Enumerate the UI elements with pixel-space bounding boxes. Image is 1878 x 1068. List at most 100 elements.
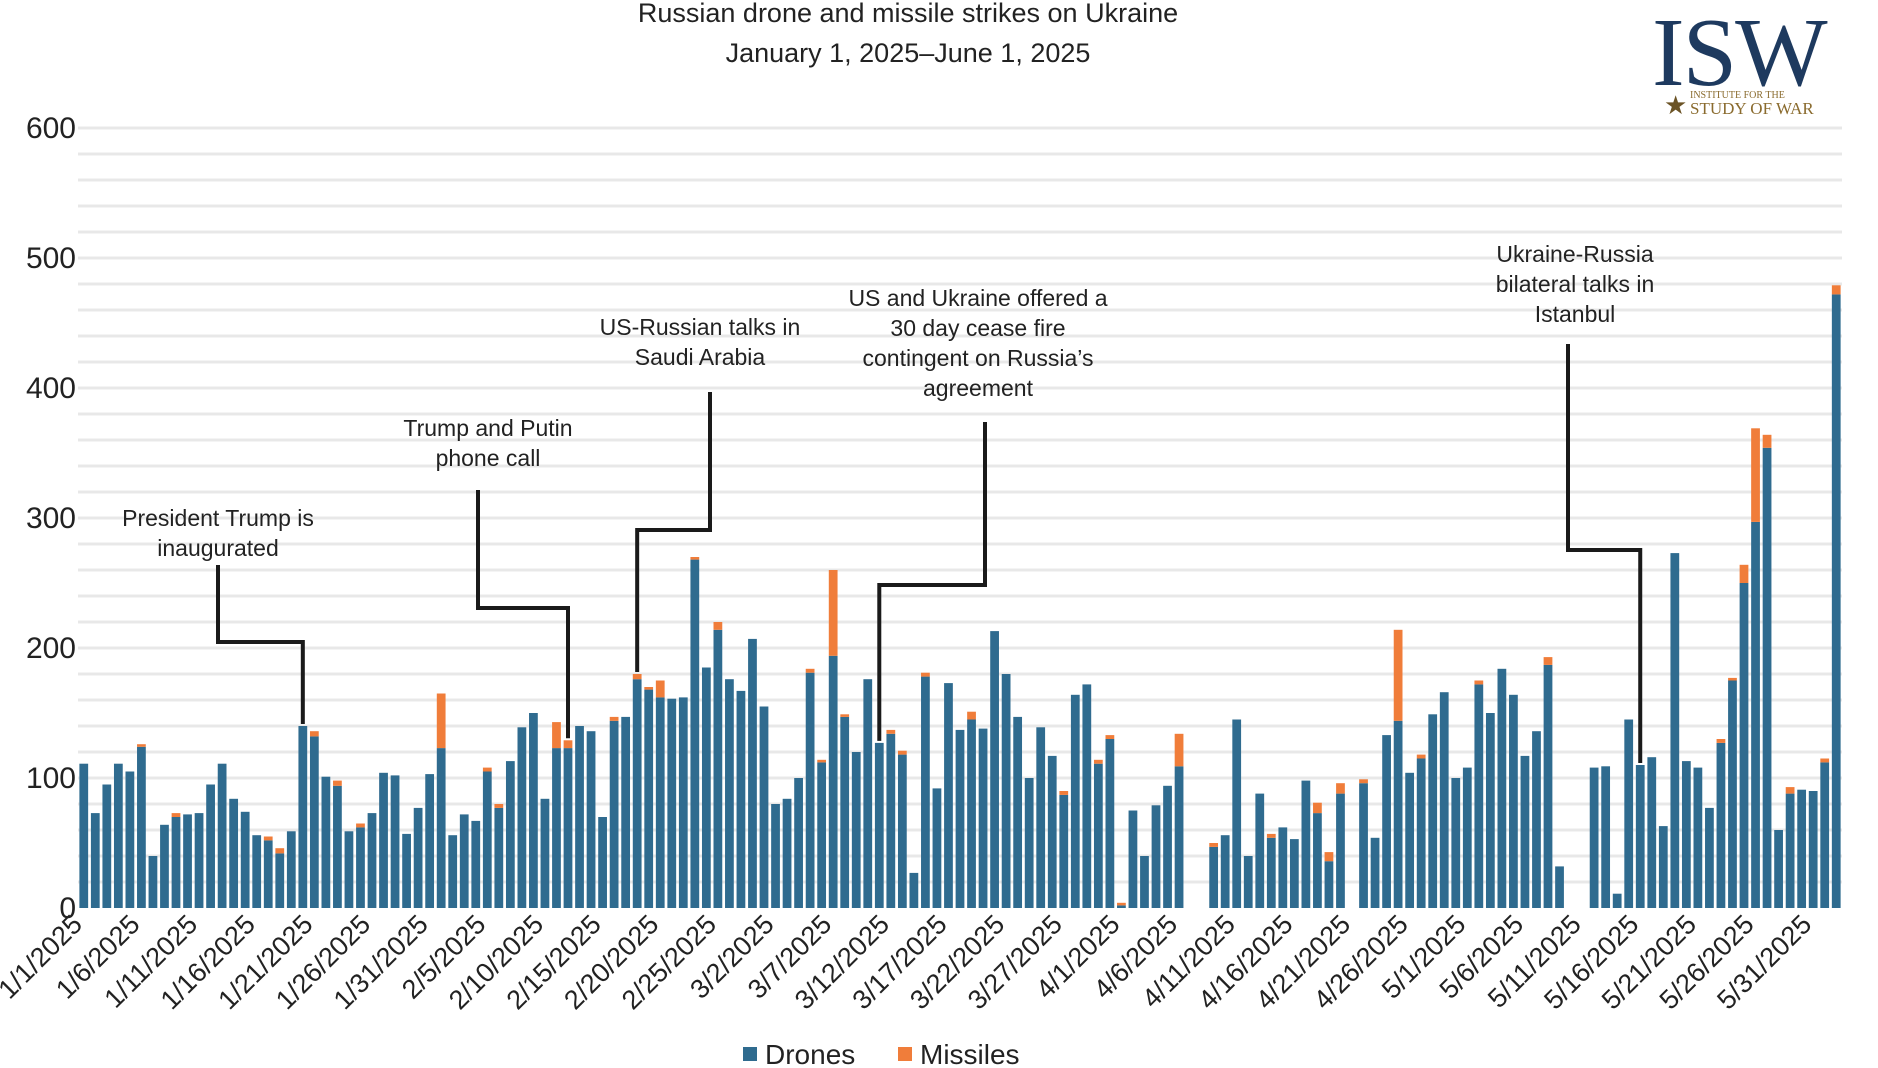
y-tick-label: 500 xyxy=(26,242,76,275)
y-tick-label: 100 xyxy=(26,762,76,795)
bar-missiles xyxy=(1174,733,1184,767)
bar-drones xyxy=(1658,826,1668,908)
bar-drones xyxy=(978,728,988,908)
bar-drones xyxy=(886,733,896,908)
bar-drones xyxy=(494,807,504,908)
annotation-text: US-Russian talks in xyxy=(600,314,801,340)
bar-missiles xyxy=(137,744,146,747)
bar-drones xyxy=(1036,727,1046,908)
bar-missiles xyxy=(1093,759,1103,764)
bar-drones xyxy=(482,771,492,908)
bar-missiles xyxy=(897,750,907,755)
annotation-text: Saudi Arabia xyxy=(635,344,766,370)
bar-drones xyxy=(356,827,365,908)
annotation-leader-line xyxy=(476,490,570,739)
bar-missiles xyxy=(1324,852,1334,862)
bar-drones xyxy=(990,631,999,908)
bar-drones xyxy=(1762,447,1772,908)
annotation-text: Istanbul xyxy=(1535,301,1616,327)
bar-drones xyxy=(379,772,388,908)
bar-drones xyxy=(1140,856,1149,908)
bar-missiles xyxy=(1728,677,1737,681)
bar-drones xyxy=(344,831,354,908)
bar-drones xyxy=(817,762,827,908)
bar-missiles xyxy=(886,729,896,734)
bar-drones xyxy=(459,814,469,908)
bar-missiles xyxy=(632,674,642,680)
bar-drones xyxy=(713,629,723,908)
legend: Drones Missiles xyxy=(743,1039,1020,1068)
bar-drones xyxy=(909,872,919,908)
bar-missiles xyxy=(309,731,319,737)
bar-drones xyxy=(1705,807,1714,908)
bar-drones xyxy=(1728,680,1737,908)
bar-drones xyxy=(217,763,227,908)
bar-drones xyxy=(286,831,296,908)
bar-drones xyxy=(79,763,89,908)
bar-drones xyxy=(1555,866,1564,908)
bar-drones xyxy=(1670,553,1680,908)
bar-drones xyxy=(206,784,215,908)
bar-drones xyxy=(944,683,953,908)
bar-drones xyxy=(794,778,803,908)
bar-missiles xyxy=(1209,843,1219,847)
bar-drones xyxy=(748,638,757,908)
bar-drones xyxy=(1808,791,1818,908)
annotation-text: bilateral talks in xyxy=(1496,271,1655,297)
bar-drones xyxy=(194,813,204,908)
bar-drones xyxy=(932,788,942,908)
bar-drones xyxy=(1174,766,1184,908)
bar-drones xyxy=(1520,755,1530,908)
annotation-leader-line xyxy=(1566,344,1643,763)
y-tick-label: 0 xyxy=(59,892,76,925)
bar-drones xyxy=(725,679,734,908)
bar-drones xyxy=(1439,692,1449,908)
star-icon: ★ xyxy=(1664,90,1688,120)
bar-drones xyxy=(102,784,112,908)
bar-drones xyxy=(413,807,423,908)
bar-drones xyxy=(1082,684,1092,908)
bar-drones xyxy=(1451,778,1461,908)
bar-drones xyxy=(563,748,573,908)
bar-missiles xyxy=(1105,735,1115,739)
bar-missiles xyxy=(644,687,654,690)
bar-drones xyxy=(1370,837,1380,908)
bar-drones xyxy=(1105,739,1115,908)
bar-missiles xyxy=(1059,791,1069,795)
bar-drones xyxy=(1774,830,1783,908)
annotation-text: phone call xyxy=(436,445,541,471)
bar-drones xyxy=(1751,521,1760,908)
bar-drones xyxy=(333,785,342,908)
bar-drones xyxy=(1624,719,1634,908)
y-tick-label: 200 xyxy=(26,632,76,665)
bar-drones xyxy=(1278,827,1288,908)
bar-drones xyxy=(1785,793,1795,908)
bar-missiles xyxy=(1266,833,1276,838)
bar-drones xyxy=(1820,762,1830,908)
bar-missiles xyxy=(263,836,273,841)
bar-drones xyxy=(1024,778,1034,908)
bar-missiles xyxy=(1474,680,1484,685)
y-tick-label: 400 xyxy=(26,372,76,405)
bar-drones xyxy=(552,748,561,908)
bar-missiles xyxy=(1762,434,1772,448)
bar-drones xyxy=(667,698,677,908)
bar-drones xyxy=(701,667,711,908)
bar-drones xyxy=(1093,763,1103,908)
bar-missiles xyxy=(1831,285,1841,295)
bar-drones xyxy=(1163,785,1172,908)
bar-drones xyxy=(160,824,169,908)
bar-missiles xyxy=(1820,758,1830,763)
bar-drones xyxy=(275,853,285,908)
bar-missiles xyxy=(1359,779,1368,784)
bar-drones xyxy=(1255,793,1265,908)
isw-logo: ISW ★ INSTITUTE FOR THE STUDY OF WAR xyxy=(1638,4,1858,122)
bar-drones xyxy=(863,679,873,908)
bar-drones xyxy=(1612,893,1622,908)
bar-drones xyxy=(1289,839,1299,908)
bar-drones xyxy=(598,817,607,908)
isw-logo-subtitle-top: INSTITUTE FOR THE xyxy=(1690,90,1785,101)
bar-drones xyxy=(678,697,688,908)
bar-drones xyxy=(736,690,746,908)
